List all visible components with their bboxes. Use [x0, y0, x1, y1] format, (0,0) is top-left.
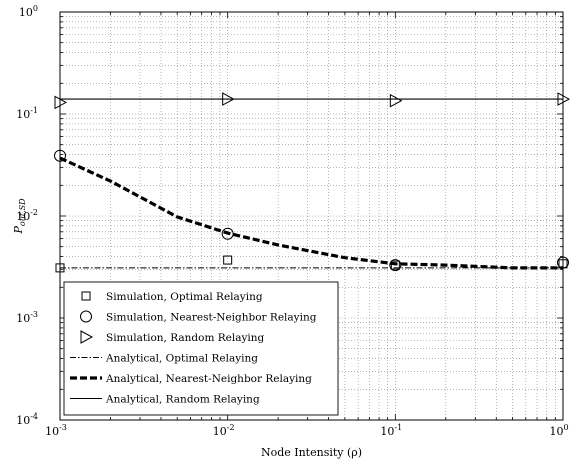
- legend-label: Analytical, Optimal Relaying: [105, 353, 258, 365]
- y-tick-label: 10-3: [16, 310, 38, 325]
- series-2-point: [389, 93, 403, 108]
- series-0-point: [223, 255, 233, 265]
- y-axis-label-sub: out,SD: [18, 198, 27, 226]
- legend-marker: [80, 310, 92, 323]
- series-1-point: [221, 227, 234, 240]
- series-0-point: [390, 260, 400, 270]
- tick-labels: 10-3 10-2 10-1 100 10-4 10-3 10-2 10-1 100: [16, 4, 568, 438]
- series-2-point: [222, 92, 235, 106]
- legend-label: Simulation, Nearest-Neighbor Relaying: [106, 312, 317, 324]
- series-layer: [54, 92, 571, 273]
- y-tick-label: 10-1: [16, 106, 38, 121]
- tick-marks: [59, 12, 563, 421]
- y-axis-label: Pout,SD: [12, 198, 27, 235]
- y-axis-label-main: P: [12, 226, 25, 235]
- y-tick-label: 10-4: [16, 412, 38, 427]
- legend-box: [63, 281, 339, 416]
- y-tick-label: 100: [19, 4, 38, 19]
- series-0-point: [55, 263, 65, 273]
- series-1-point: [557, 256, 569, 269]
- x-tick-label: 10-2: [213, 423, 235, 438]
- series-1-point: [389, 259, 402, 272]
- legend: Simulation, Optimal Relaying Simulation, …: [63, 281, 339, 416]
- x-tick-label: 10-1: [380, 423, 402, 438]
- x-axis-label: Node Intensity (ρ): [261, 446, 362, 459]
- legend-label: Analytical, Random Relaying: [105, 394, 260, 406]
- x-tick-label: 100: [549, 423, 568, 438]
- legend-marker: [81, 291, 91, 301]
- legend-marker: [80, 330, 94, 344]
- series-line-4: [59, 156, 563, 270]
- legend-label: Simulation, Optimal Relaying: [106, 291, 263, 303]
- y-tick-label: 10-2: [16, 208, 38, 223]
- series-2-point: [54, 95, 68, 110]
- legend-label: Analytical, Nearest-Neighbor Relaying: [105, 373, 312, 385]
- legend-label: Simulation, Random Relaying: [106, 332, 265, 344]
- x-tick-label: 10-3: [45, 423, 67, 438]
- series-1-point: [54, 149, 66, 162]
- series-2-point: [557, 92, 571, 106]
